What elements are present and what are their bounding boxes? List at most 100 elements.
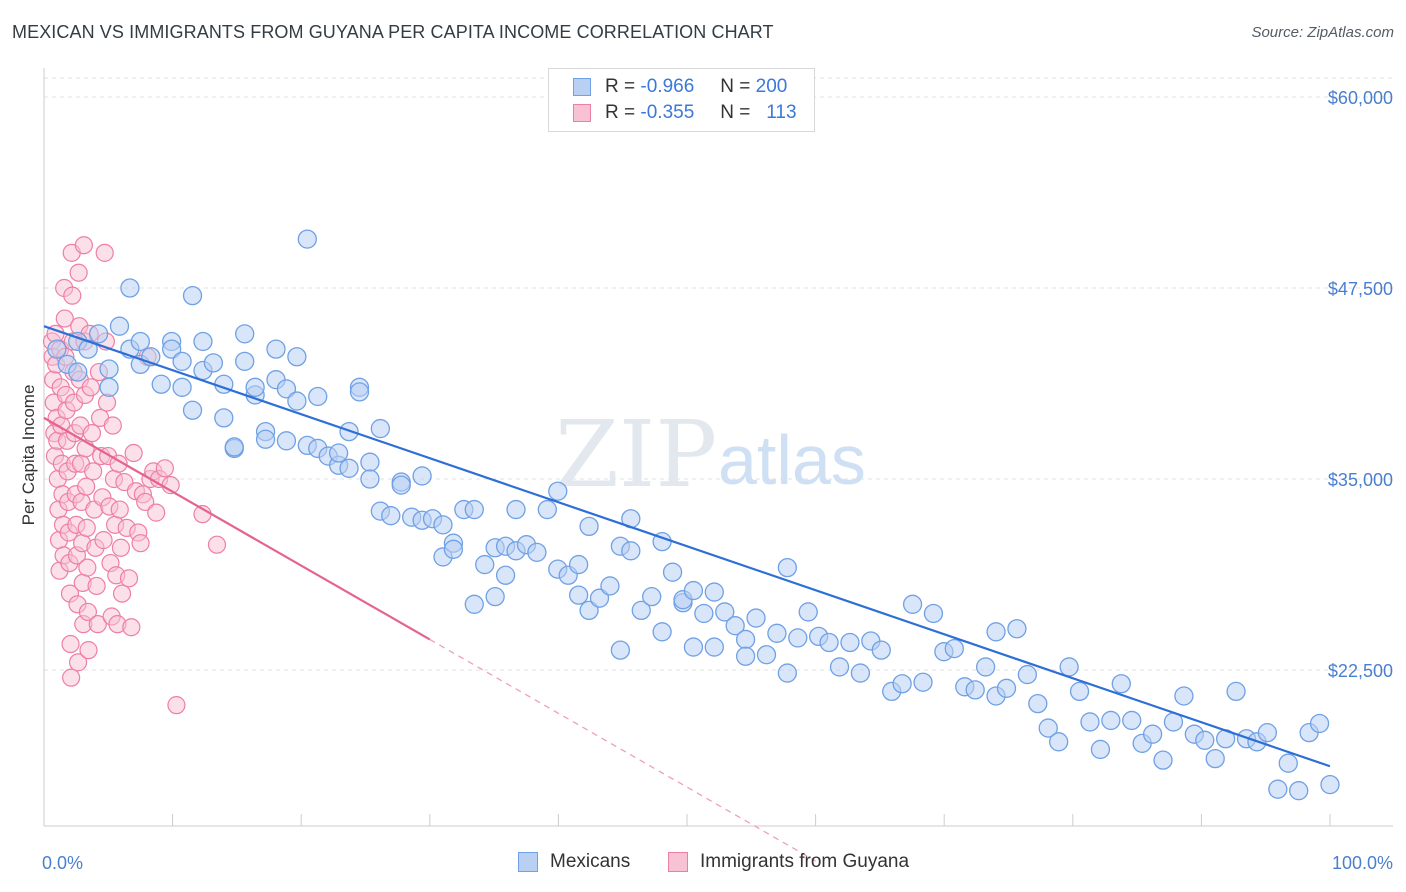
mexicans-point [1028,693,1048,714]
mexicans-point [704,582,724,602]
mexicans-point [99,359,119,379]
mexicans-trend-line [43,325,1331,768]
legend-r-label: R = [605,76,636,97]
mexicans-point [381,506,401,526]
guyana-point [77,518,96,537]
mexicans-point [850,663,871,683]
guyana-point [63,286,82,305]
guyana-point [55,309,74,328]
mexicans-point [819,632,839,653]
guyana-point [124,443,143,463]
guyana-point [112,584,132,603]
mexicans-point [568,554,589,575]
y-axis-label: Per Capita Income [19,385,38,526]
guyana-point [82,424,102,443]
legend-r-value: -0.355 [640,102,695,123]
mexicans-point [621,541,641,561]
watermark-atlas: atlas [718,421,866,499]
x-tick-label-min: 0.0% [42,853,83,873]
mexicans-point [725,616,745,636]
y-tick-label: $35,000 [1328,470,1393,490]
legend-row-guyana: R = -0.355 N = 113 [573,101,797,125]
mexicans-point [255,429,276,449]
guyana-point [78,558,97,577]
mexicans-point [1090,739,1111,760]
legend-swatch-mexicans [573,78,591,96]
legend-n-label: N = [720,102,751,123]
mexicans-point [287,391,307,411]
mexicans-point [610,640,631,660]
correlation-legend: R = -0.966 N = 200 R = -0.355 N = 113 [548,68,815,132]
mexicans-point [276,431,297,451]
mexicans-point [1111,674,1131,694]
mexicans-point [913,672,933,692]
mexicans-point [735,629,756,650]
mexicans-point [1101,710,1121,731]
mexicans-point [1226,681,1246,702]
mexicans-point [704,637,724,657]
mexicans-point [777,663,798,683]
mexicans-point [527,542,547,562]
guyana-point [131,534,150,553]
mexicans-point [902,594,923,614]
mexicans-point [767,623,787,643]
legend-r-value: -0.966 [640,76,695,97]
mexicans-point [172,377,192,397]
mexicans-point [297,229,317,249]
mexicans-point [652,622,672,642]
mexicans-point [923,603,944,624]
guyana-point [155,459,174,478]
guyana-point [110,500,129,519]
bottom-swatch-mexicans [518,852,538,872]
mexicans-point [360,452,380,472]
mexicans-point [715,602,735,622]
mexicans-point [78,339,98,359]
source-label: Source: ZipAtlas.com [1251,24,1394,41]
mexicans-point [798,602,818,622]
mexicans-point [182,285,203,306]
mexicans-point [47,339,67,359]
mexicans-point [642,587,662,607]
guyana-point [74,236,93,255]
mexicans-point [464,594,484,614]
mexicans-point [1080,712,1100,732]
mexicans-point [287,347,307,367]
mexicans-point [683,637,704,657]
mexicans-point [308,386,328,407]
mexicans-point [328,443,349,463]
mexicans-point [1049,732,1069,752]
mexicans-point [109,316,130,336]
mexicans-point [120,278,140,298]
mexicans-point [391,475,411,495]
mexicans-point [548,481,568,501]
mexicans-point [1320,774,1340,795]
bottom-label-mexicans: Mexicans [550,851,631,872]
mexicans-point [172,351,192,371]
guyana-point [122,618,141,637]
mexicans-point [235,324,255,344]
mexicans-point [788,628,808,648]
legend-swatch-guyana [573,104,591,122]
mexicans-point [1174,686,1194,706]
mexicans-point [130,331,150,352]
mexicans-point [339,458,359,478]
mexicans-point [892,674,912,694]
series-mexicans [47,229,1340,801]
mexicans-point [412,466,432,486]
mexicans-point [829,657,850,677]
gridlines [44,77,1393,671]
guyana-point [69,263,88,282]
mexicans-point [568,585,589,605]
x-tick-label-max: 100.0% [1332,853,1393,873]
mexicans-point [214,408,234,428]
mexicans-point [443,539,464,559]
guyana-point [77,477,96,496]
mexicans-point [840,632,860,653]
guyana-point [111,538,131,557]
mexicans-point [1309,713,1330,734]
mexicans-point [986,622,1006,642]
mexicans-point [464,499,484,520]
mexicans-point [266,339,286,359]
guyana-point [87,576,106,596]
